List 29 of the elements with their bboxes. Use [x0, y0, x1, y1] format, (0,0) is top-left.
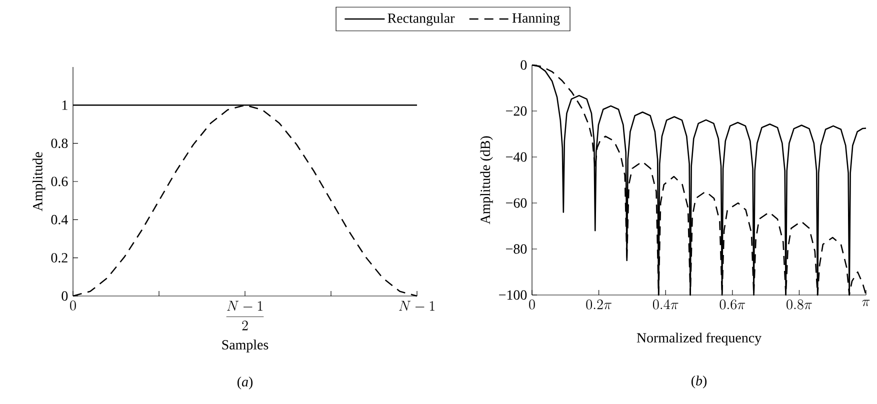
x-tick-label: $\pi$ — [862, 300, 870, 306]
y-tick-label: 0 — [520, 60, 527, 70]
x-tick-label: $0.6\pi$ — [720, 300, 746, 310]
y-tick-label: 1 — [62, 100, 68, 110]
x-tick-label: $0.8\pi$ — [786, 300, 812, 310]
y-tick-label: −80 — [506, 244, 527, 254]
y-tick-label: −40 — [506, 152, 527, 162]
legend-label: Rectangular — [388, 13, 455, 26]
y-tick-label: 0.4 — [51, 214, 68, 224]
x-tick-label: $\frac{N-1}{2}$ — [226, 300, 264, 330]
y-axis-title: Amplitude — [32, 152, 46, 212]
x-tick-label: $N-1$ — [399, 300, 435, 311]
y-tick-label: 0.8 — [51, 138, 68, 148]
y-tick-label: −20 — [506, 106, 527, 116]
x-tick-label: $0$ — [70, 300, 76, 310]
y-tick-label: 0.2 — [51, 253, 68, 263]
x-tick-label: $0.4\pi$ — [652, 299, 678, 310]
text: (a) — [237, 376, 253, 390]
y-tick-label: 0.6 — [51, 176, 68, 186]
x-axis-title: Normalized frequency — [636, 332, 762, 346]
text: (b) — [691, 376, 707, 388]
y-tick-label: −100 — [499, 290, 527, 300]
x-axis-title: Samples — [222, 340, 268, 352]
x-tick-label: $0$ — [529, 300, 535, 310]
y-tick-label: −60 — [506, 198, 527, 208]
legend-label: Hanning — [512, 13, 560, 26]
y-tick-label: 0 — [62, 291, 68, 301]
y-axis-title: Amplitude (dB) — [480, 136, 493, 224]
x-tick-label: $0.2\pi$ — [586, 300, 612, 310]
